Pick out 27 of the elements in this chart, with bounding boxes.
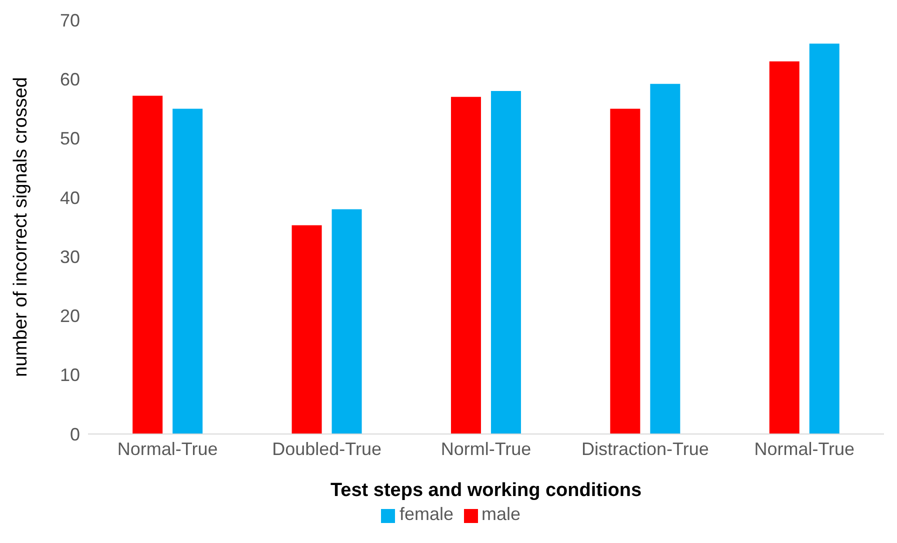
- y-tick-label: 30: [60, 246, 80, 267]
- legend-label: female: [399, 504, 454, 524]
- bar: [490, 90, 521, 434]
- y-tick-label: 60: [60, 70, 80, 90]
- x-tick-label: Normal-True: [754, 438, 855, 459]
- y-tick-label: 20: [60, 306, 80, 326]
- bar: [172, 108, 203, 434]
- bar: [769, 61, 800, 434]
- legend-label: male: [482, 504, 521, 524]
- bar: [809, 44, 840, 434]
- x-axis-title: Test steps and working conditions: [330, 480, 642, 501]
- x-tick-label: Distraction-True: [582, 438, 709, 459]
- bar: [332, 209, 362, 434]
- bar: [132, 96, 163, 434]
- bar: [450, 96, 481, 434]
- y-tick-label: 70: [60, 10, 80, 30]
- y-tick-label: 10: [60, 365, 80, 386]
- y-tick-label: 50: [60, 128, 80, 149]
- y-axis-title: number of incorrect signals crossed: [10, 77, 32, 377]
- y-tick-label: 40: [60, 188, 80, 208]
- x-tick-label: Normal-True: [117, 438, 218, 459]
- x-tick-label: Norml-True: [440, 438, 532, 459]
- x-tick-label: Doubled-True: [272, 438, 382, 459]
- y-tick-label: 0: [70, 424, 80, 444]
- bar: [292, 225, 322, 434]
- bar: [610, 108, 640, 434]
- bar: [650, 84, 680, 434]
